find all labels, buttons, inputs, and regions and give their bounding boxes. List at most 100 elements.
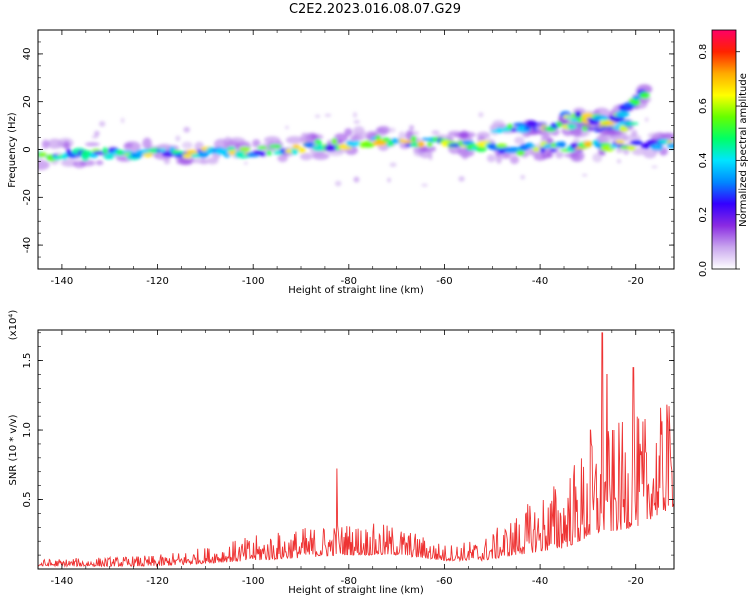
heatmap-cell — [99, 121, 106, 127]
heatmap-cell — [387, 177, 391, 183]
heatmap-cell — [654, 149, 659, 154]
snr-frame — [37, 329, 675, 570]
heatmap-cell — [331, 138, 338, 145]
x-tick-label: -100 — [242, 576, 265, 587]
heatmap-cell — [243, 141, 251, 145]
heatmap-cell — [389, 162, 397, 167]
heatmap-cell — [263, 136, 281, 144]
heatmap-cell — [271, 146, 276, 152]
heatmap-cell — [609, 144, 619, 149]
heatmap-cell — [376, 126, 391, 135]
y-tick-label: 40 — [22, 48, 33, 61]
heatmap-cell — [61, 152, 68, 160]
x-tick-label: -120 — [146, 276, 169, 287]
spectrogram-y-ticks: -40 -20 0 20 40 — [22, 29, 674, 270]
heatmap-cell — [360, 142, 375, 148]
heatmap-cell — [427, 140, 433, 147]
heatmap-cell — [324, 113, 332, 117]
colorbar-tick-label: 0.4 — [698, 152, 709, 168]
heatmap-cell — [91, 135, 99, 139]
heatmap-cell — [402, 140, 412, 144]
heatmap-cell — [478, 112, 484, 118]
heatmap-cell — [615, 148, 623, 153]
heatmap-cell — [292, 144, 300, 150]
x-tick-label: -60 — [436, 276, 452, 287]
heatmap-cell — [303, 132, 312, 145]
y-tick-label: 1.5 — [22, 353, 33, 369]
colorbar-ticks: 0.0 0.2 0.4 0.6 0.8 — [698, 44, 740, 277]
heatmap-cell — [644, 117, 649, 122]
heatmap-cell — [207, 156, 219, 165]
x-tick-label: -20 — [628, 576, 644, 587]
heatmap-cell — [603, 120, 615, 126]
heatmap-cell — [185, 149, 199, 154]
heatmap-cell — [409, 125, 415, 131]
heatmap-cell — [176, 158, 192, 165]
x-tick-label: -80 — [341, 576, 357, 587]
x-tick-label: -20 — [628, 276, 644, 287]
colorbar-label: Normalized spectral amplitude — [738, 73, 749, 227]
heatmap-cell — [226, 146, 236, 151]
heatmap-cell — [558, 151, 564, 155]
spectrogram-x-ticks: -140 -120 -100 -80 -60 -40 -20 — [37, 30, 660, 287]
heatmap-cell — [535, 125, 541, 132]
heatmap-cell — [421, 183, 428, 187]
colorbar-tick-label: 0.0 — [698, 261, 709, 277]
heatmap-cell — [512, 122, 528, 127]
heatmap-cell — [581, 112, 594, 119]
heatmap-cell — [56, 141, 64, 149]
heatmap-cell — [417, 140, 425, 148]
heatmap-cell — [583, 140, 593, 148]
heatmap-cell — [223, 136, 233, 149]
heatmap-cell — [238, 146, 251, 152]
heatmap-cell — [120, 117, 125, 124]
y-tick-label: -20 — [22, 189, 33, 205]
heatmap-cell — [266, 150, 272, 156]
x-tick-label: -60 — [436, 576, 452, 587]
heatmap-cell — [381, 137, 390, 142]
heatmap-cell — [643, 148, 657, 159]
figure-title: C2E2.2023.016.08.07.G29 — [288, 2, 462, 17]
y-tick-label: 0 — [22, 146, 33, 152]
snr-y-ticks: 0.5 1.0 1.5 — [22, 332, 674, 570]
colorbar-tick-label: 0.6 — [698, 98, 709, 114]
heatmap-cell — [38, 152, 48, 158]
heatmap-cell — [285, 126, 289, 129]
colorbar-tick-label: 0.2 — [698, 207, 709, 223]
heatmap-cell — [102, 147, 109, 154]
heatmap-cell — [574, 111, 582, 118]
y-tick-label: 20 — [22, 95, 33, 108]
heatmap-cell — [558, 141, 566, 148]
heatmap-cell — [615, 110, 630, 118]
heatmap-cell — [431, 146, 436, 152]
heatmap-cell — [95, 160, 104, 166]
heatmap-cell — [616, 159, 621, 164]
heatmap-cell — [285, 136, 304, 145]
heatmap-cell — [60, 158, 78, 167]
heatmap-cell — [659, 132, 674, 138]
heatmap-cell — [651, 165, 658, 169]
x-tick-label: -120 — [146, 576, 169, 587]
heatmap-cell — [532, 146, 540, 152]
heatmap-cell — [353, 140, 361, 146]
x-tick-label: -140 — [51, 576, 74, 587]
snr-y-label: SNR (10 * v/v) — [8, 414, 19, 485]
heatmap-cell — [486, 154, 496, 163]
x-tick-label: -140 — [51, 276, 74, 287]
heatmap-cell — [592, 152, 603, 163]
heatmap-cell — [38, 159, 50, 171]
heatmap-cell — [431, 130, 440, 135]
heatmap-cell — [428, 155, 433, 161]
heatmap-cell — [418, 145, 436, 152]
snr-panel: -140 -120 -100 -80 -60 -40 -20 0.5 1.0 1.5 Heigh… — [8, 310, 675, 596]
heatmap-cell — [315, 114, 321, 118]
heatmap-cell — [352, 112, 358, 118]
x-tick-label: -100 — [242, 276, 265, 287]
heatmap-cell — [312, 142, 318, 147]
spectrogram-heatmap — [38, 84, 674, 187]
heatmap-cell — [93, 150, 106, 155]
heatmap-cell — [259, 151, 266, 157]
y-tick-label: 1.0 — [22, 422, 33, 438]
heatmap-cell — [495, 143, 508, 149]
